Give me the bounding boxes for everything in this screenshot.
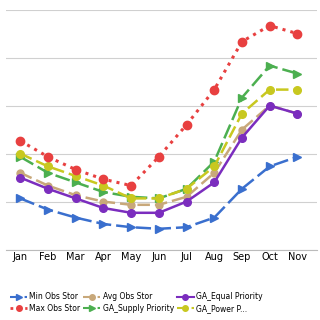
Legend: Min Obs Stor, Max Obs Stor, Avg Obs Stor, GA_Supply Priority, GA_Equal Priority,: Min Obs Stor, Max Obs Stor, Avg Obs Stor… xyxy=(7,289,266,316)
